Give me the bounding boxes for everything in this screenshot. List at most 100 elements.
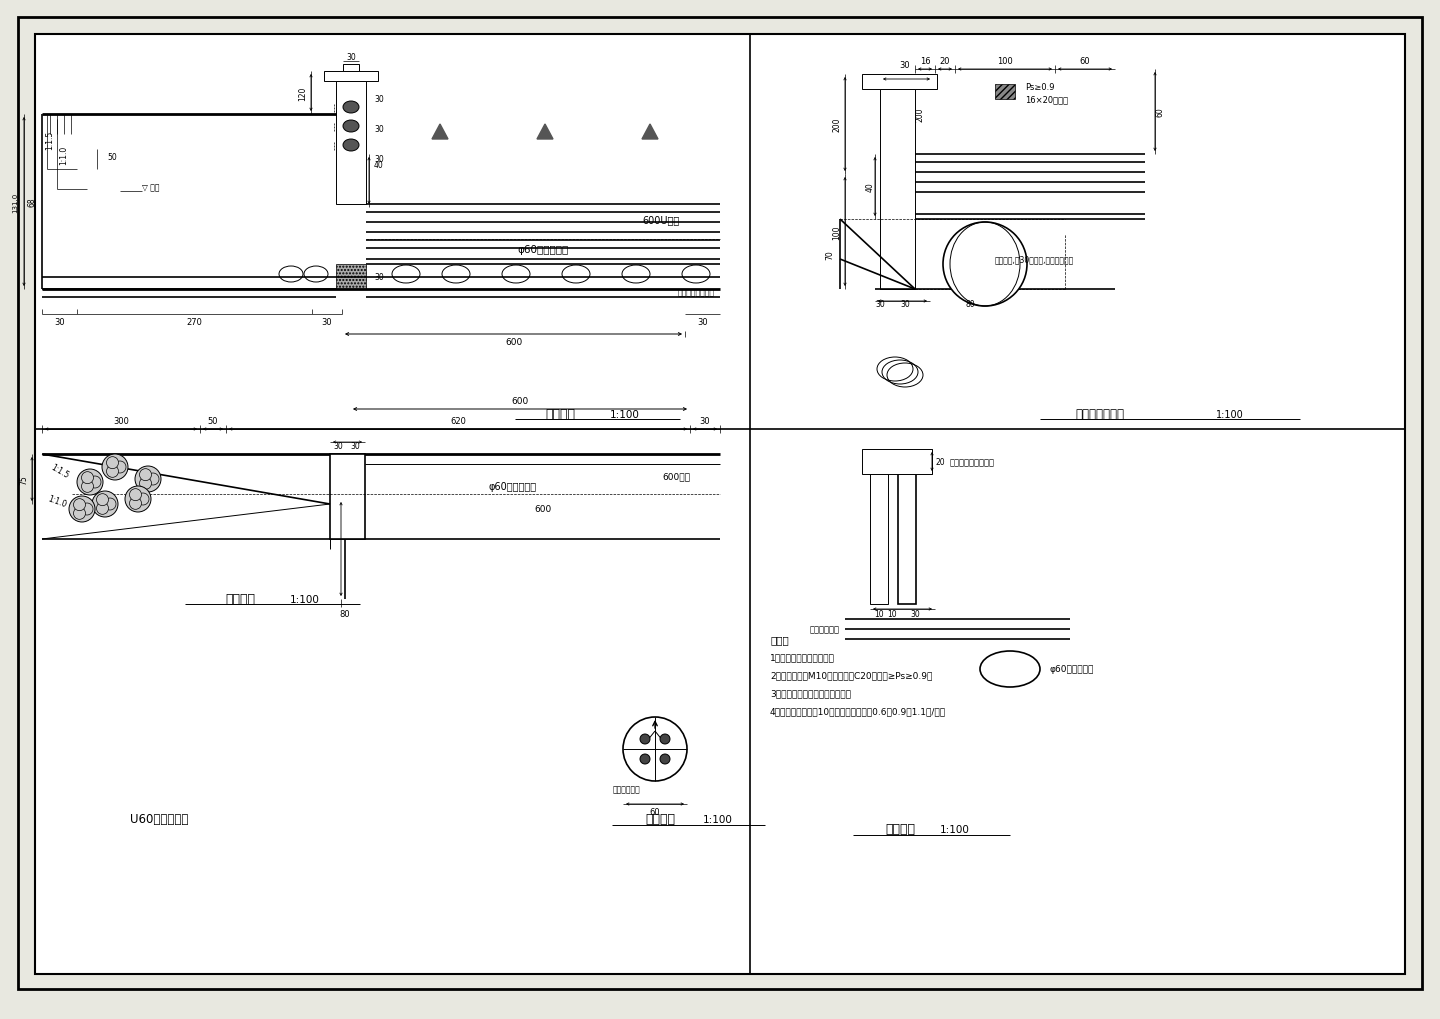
Text: ▽ 正常: ▽ 正常 — [143, 183, 160, 193]
Text: 30: 30 — [697, 318, 708, 327]
Text: 30: 30 — [374, 124, 383, 133]
Text: 预制自密合柱安装孔: 预制自密合柱安装孔 — [950, 459, 995, 467]
Text: 600: 600 — [505, 338, 523, 347]
Circle shape — [92, 491, 118, 518]
Ellipse shape — [981, 651, 1040, 688]
Text: 75: 75 — [20, 475, 29, 484]
Circle shape — [660, 735, 670, 744]
Text: 纵剖面图: 纵剖面图 — [544, 408, 575, 421]
Text: 70: 70 — [825, 250, 835, 260]
Text: 600型槽: 600型槽 — [662, 472, 690, 481]
Circle shape — [639, 735, 649, 744]
Circle shape — [96, 494, 108, 506]
Text: 60: 60 — [1155, 108, 1165, 117]
Circle shape — [137, 493, 148, 505]
Bar — [330, 454, 364, 539]
Circle shape — [114, 462, 127, 474]
Text: 30: 30 — [910, 610, 920, 619]
Circle shape — [140, 469, 151, 481]
Text: 10: 10 — [874, 610, 884, 619]
Text: 说明：: 说明： — [770, 635, 789, 644]
Bar — [880, 90, 914, 289]
Text: 半平面图: 半平面图 — [225, 593, 255, 606]
Circle shape — [76, 470, 104, 495]
Circle shape — [135, 467, 161, 492]
Circle shape — [107, 458, 118, 469]
Text: U60分水闸工程: U60分水闸工程 — [130, 813, 189, 825]
Bar — [870, 475, 888, 604]
Text: 50: 50 — [107, 153, 117, 162]
Text: 30: 30 — [374, 273, 383, 281]
Circle shape — [147, 474, 158, 485]
Circle shape — [102, 454, 128, 481]
Text: 口型钢槽,每30米分缝,缝内灌注油膏: 口型钢槽,每30米分缝,缝内灌注油膏 — [995, 255, 1074, 264]
Text: 上下游正立面图: 上下游正立面图 — [1076, 408, 1125, 421]
Text: φ60预应力涵管: φ60预应力涵管 — [517, 245, 569, 255]
Text: 80: 80 — [965, 301, 975, 309]
Text: 600U型槽: 600U型槽 — [642, 215, 680, 225]
Text: 1:100: 1:100 — [1217, 410, 1244, 420]
Text: 30: 30 — [333, 442, 343, 451]
Text: 1:100: 1:100 — [611, 410, 639, 420]
Circle shape — [130, 498, 141, 510]
Bar — [899, 475, 916, 604]
Text: 30: 30 — [374, 154, 383, 163]
Circle shape — [943, 223, 1027, 307]
Circle shape — [125, 486, 151, 513]
Circle shape — [73, 499, 85, 512]
Text: 10: 10 — [887, 610, 897, 619]
Text: 30: 30 — [346, 53, 356, 62]
Polygon shape — [432, 125, 448, 140]
Ellipse shape — [343, 102, 359, 114]
Circle shape — [140, 478, 151, 490]
Circle shape — [660, 754, 670, 764]
Text: 50: 50 — [207, 417, 219, 426]
Text: 131.0: 131.0 — [12, 193, 19, 212]
Text: φ60预应力涵管: φ60预应力涵管 — [488, 482, 537, 491]
Text: 1:100: 1:100 — [289, 594, 320, 604]
Bar — [863, 449, 932, 475]
Text: 120: 120 — [298, 87, 308, 101]
Text: 80: 80 — [340, 610, 350, 619]
Circle shape — [639, 754, 649, 764]
Text: 270: 270 — [187, 318, 203, 327]
Bar — [343, 65, 359, 72]
Text: 16: 16 — [920, 57, 930, 66]
Text: 1:100: 1:100 — [940, 824, 971, 835]
Text: Ps≥0.9: Ps≥0.9 — [1025, 84, 1054, 93]
Circle shape — [96, 502, 108, 515]
Text: 30: 30 — [55, 318, 65, 327]
Polygon shape — [642, 125, 658, 140]
Text: 30: 30 — [900, 301, 910, 309]
Circle shape — [104, 498, 117, 511]
Bar — [995, 85, 1015, 100]
Text: 1:1.5: 1:1.5 — [49, 463, 71, 480]
Text: 水膨胀橡皮光: 水膨胀橡皮光 — [811, 625, 840, 634]
Text: 40: 40 — [374, 160, 383, 169]
Bar — [336, 82, 366, 205]
Text: 16×20垫压顶: 16×20垫压顶 — [1025, 96, 1068, 104]
Text: 100: 100 — [996, 57, 1012, 66]
Text: 600: 600 — [534, 505, 552, 514]
Text: 二级三角地磁: 二级三角地磁 — [613, 785, 641, 794]
Text: 30: 30 — [321, 318, 333, 327]
Circle shape — [107, 466, 118, 478]
Bar — [336, 265, 366, 289]
Text: 100: 100 — [832, 225, 841, 239]
Text: 1、本图尺寸单位为厘米。: 1、本图尺寸单位为厘米。 — [770, 653, 835, 662]
Text: 1:100: 1:100 — [703, 814, 733, 824]
Text: φ60预应力涵管: φ60预应力涵管 — [1050, 664, 1094, 674]
Text: 30: 30 — [350, 442, 360, 451]
Text: 68: 68 — [27, 198, 36, 207]
Text: 30: 30 — [700, 417, 710, 426]
Text: 200: 200 — [916, 108, 924, 122]
Text: 门槽详图: 门槽详图 — [886, 822, 914, 836]
Text: 1:1.5: 1:1.5 — [46, 130, 55, 150]
Circle shape — [81, 503, 94, 516]
Text: 300: 300 — [114, 417, 130, 426]
Circle shape — [82, 481, 94, 493]
Text: 60: 60 — [1080, 57, 1090, 66]
Text: 20: 20 — [940, 57, 950, 66]
Text: 30: 30 — [900, 60, 910, 69]
Text: 20: 20 — [935, 459, 945, 467]
